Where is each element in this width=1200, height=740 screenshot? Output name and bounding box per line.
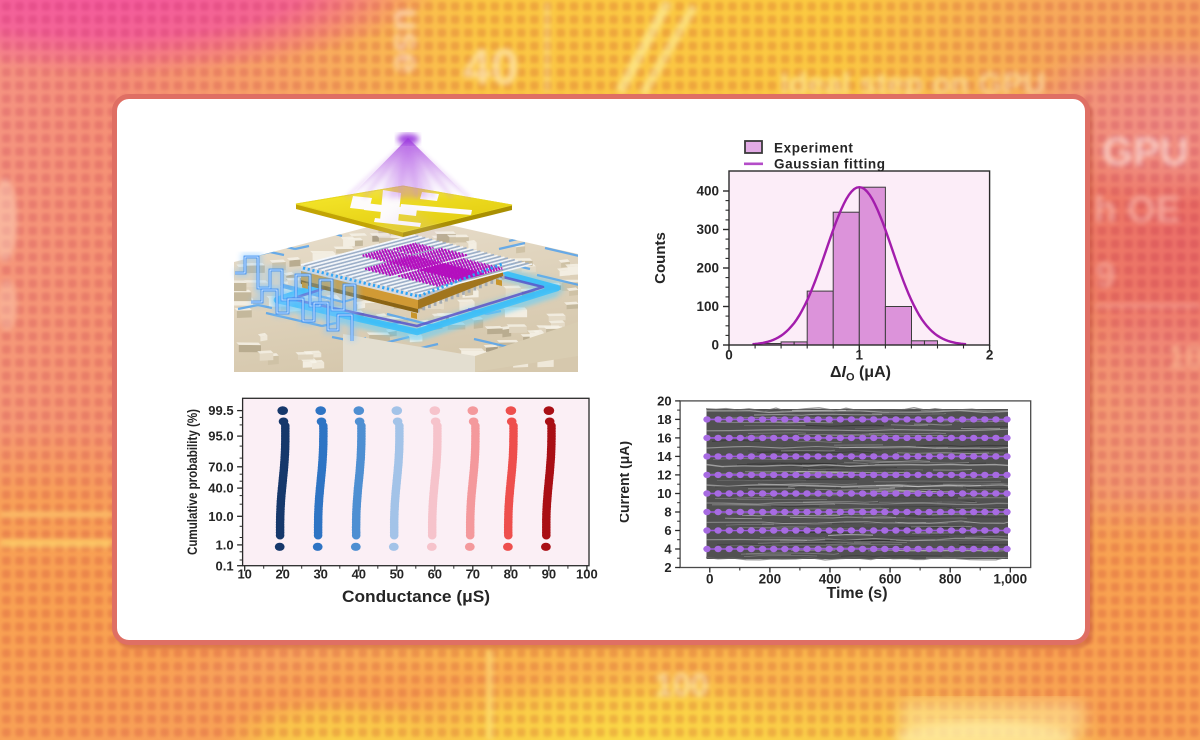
svg-text:Time (s): Time (s) — [826, 585, 887, 602]
svg-text:60: 60 — [428, 567, 442, 582]
svg-text:400: 400 — [819, 572, 842, 587]
svg-text:Cumulative probability (%): Cumulative probability (%) — [184, 409, 200, 555]
svg-text:10: 10 — [237, 567, 251, 582]
svg-text:use: use — [386, 8, 428, 73]
svg-text:30: 30 — [313, 567, 327, 582]
svg-text:Counts: Counts — [652, 232, 669, 284]
svg-text:0: 0 — [725, 348, 733, 363]
svg-text:600: 600 — [879, 572, 902, 587]
svg-text:18: 18 — [657, 412, 671, 427]
svg-text:Gaussian fitting: Gaussian fitting — [774, 157, 886, 172]
svg-text:800: 800 — [939, 572, 962, 587]
svg-text:10: 10 — [1168, 339, 1200, 375]
svg-text:20: 20 — [275, 567, 289, 582]
svg-text:h OE: h OE — [1094, 189, 1180, 230]
svg-text:200: 200 — [696, 261, 719, 276]
svg-text:40.0: 40.0 — [208, 481, 233, 496]
svg-text:100: 100 — [655, 667, 708, 703]
svg-text:100: 100 — [696, 299, 719, 314]
svg-text:90: 90 — [542, 567, 556, 582]
svg-text:1.0: 1.0 — [216, 538, 234, 553]
svg-text:0.1: 0.1 — [216, 558, 234, 573]
svg-text:6: 6 — [664, 523, 671, 538]
svg-text:Current (μA): Current (μA) — [620, 441, 633, 523]
svg-text:200: 200 — [759, 572, 782, 587]
svg-text:14: 14 — [657, 449, 672, 464]
svg-text:95.0: 95.0 — [208, 429, 233, 444]
svg-text:50: 50 — [390, 567, 404, 582]
svg-text:0: 0 — [706, 572, 714, 587]
svg-text:16: 16 — [657, 431, 671, 446]
svg-text:2: 2 — [664, 560, 671, 575]
svg-text:12: 12 — [657, 468, 671, 483]
svg-text:10.0: 10.0 — [208, 509, 233, 524]
svg-text:GPU: GPU — [1102, 130, 1189, 174]
svg-text:9: 9 — [1096, 256, 1115, 295]
svg-text:400: 400 — [696, 184, 719, 199]
svg-text:70: 70 — [466, 567, 480, 582]
svg-text:20: 20 — [657, 394, 671, 409]
svg-text:Conductance (μS): Conductance (μS) — [342, 587, 490, 606]
svg-text:1,000: 1,000 — [993, 572, 1027, 587]
svg-text:1: 1 — [856, 348, 864, 363]
svg-text:10: 10 — [657, 486, 671, 501]
svg-text:70.0: 70.0 — [208, 459, 233, 474]
svg-text:4: 4 — [664, 542, 672, 557]
svg-text:80: 80 — [504, 567, 518, 582]
svg-text:0: 0 — [711, 338, 719, 353]
svg-text:40: 40 — [463, 39, 519, 95]
svg-text:100: 100 — [576, 567, 598, 582]
svg-text:8: 8 — [664, 505, 671, 520]
svg-text:ΔIO (μA): ΔIO (μA) — [830, 364, 891, 384]
svg-text:99.5: 99.5 — [208, 403, 233, 418]
svg-text:Experiment: Experiment — [774, 141, 854, 156]
svg-text:300: 300 — [696, 222, 719, 237]
svg-text:40: 40 — [352, 567, 366, 582]
svg-text:2: 2 — [986, 348, 994, 363]
